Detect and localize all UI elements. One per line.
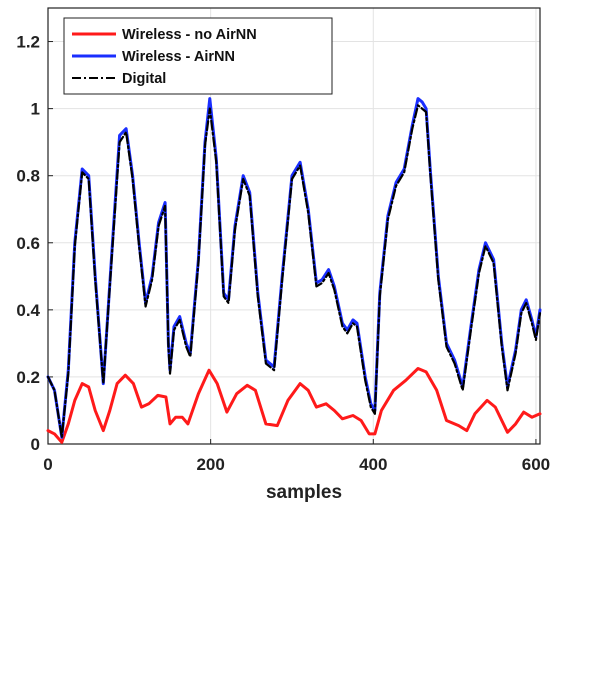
legend-label-0: Wireless - no AirNN: [122, 27, 257, 43]
legend-label-1: Wireless - AirNN: [122, 49, 235, 65]
y-tick-label: 0.8: [16, 167, 40, 186]
y-tick-label: 0.2: [16, 368, 40, 387]
plot-area-frame: [47, 7, 541, 445]
x-tick-label: 600: [522, 455, 550, 474]
y-tick-label: 1: [31, 100, 40, 119]
x-tick-label: 200: [196, 455, 224, 474]
legend: Wireless - no AirNN Wireless - AirNN Digit…: [63, 17, 333, 95]
x-tick-label: 0: [43, 455, 52, 474]
y-tick-label: 0.4: [16, 301, 40, 320]
y-tick-label: 0.6: [16, 234, 40, 253]
y-tick-label: 1.2: [16, 33, 40, 52]
series-line-2: [46, 104, 542, 439]
series-line-0: [46, 367, 542, 444]
y-tick-label: 0: [31, 435, 40, 454]
axis-ticks: 0 0.2 0.4 0.6 0.8 1 1.2 0 200 400 600: [16, 33, 550, 474]
series-lines: [46, 97, 542, 444]
legend-label-2: Digital: [122, 71, 166, 87]
x-tick-label: 400: [359, 455, 387, 474]
x-axis-title: samples: [266, 482, 342, 503]
